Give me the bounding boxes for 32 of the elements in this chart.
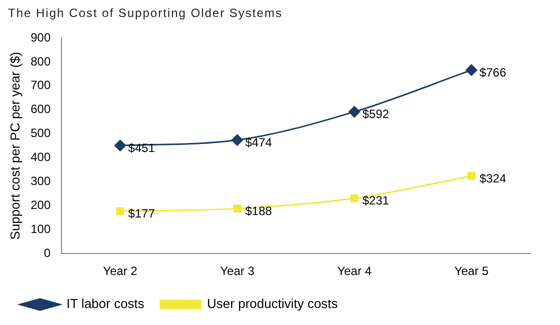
x-tick-label: Year 5 — [454, 264, 489, 278]
y-tick-label: 100 — [30, 222, 51, 236]
data-label: $474 — [245, 135, 272, 150]
x-tick-label: Year 2 — [103, 264, 138, 278]
point — [114, 140, 126, 152]
y-tick-label: 200 — [30, 198, 51, 212]
point — [348, 106, 360, 118]
point — [233, 204, 242, 212]
y-tick-label: 0 — [44, 246, 51, 260]
point — [350, 194, 358, 202]
y-tick-label: 700 — [30, 78, 51, 92]
point — [232, 134, 244, 146]
y-tick-label: 900 — [30, 30, 51, 44]
y-tick-label: 400 — [30, 150, 51, 164]
point — [116, 207, 124, 216]
x-tick-label: Year 4 — [337, 264, 372, 278]
legend-label: IT labor costs — [66, 296, 145, 312]
y-tick-label: 800 — [30, 54, 51, 68]
y-tick-label: 300 — [30, 174, 51, 188]
y-tick-label: 600 — [30, 102, 51, 116]
x-tick-label: Year 3 — [220, 264, 255, 278]
y-tick-label: 500 — [30, 126, 51, 140]
chart-title: The High Cost of Supporting Older Systems — [8, 6, 282, 20]
data-label: $766 — [479, 65, 506, 80]
data-label: $231 — [362, 194, 390, 208]
data-label: $188 — [245, 204, 272, 218]
point — [466, 64, 478, 76]
data-label: $324 — [479, 171, 506, 186]
data-label: $592 — [362, 107, 390, 122]
point — [468, 172, 476, 180]
legend-label: User productivity costs — [207, 296, 338, 312]
y-axis-title: Support cost per PC per year ($) — [7, 52, 22, 240]
